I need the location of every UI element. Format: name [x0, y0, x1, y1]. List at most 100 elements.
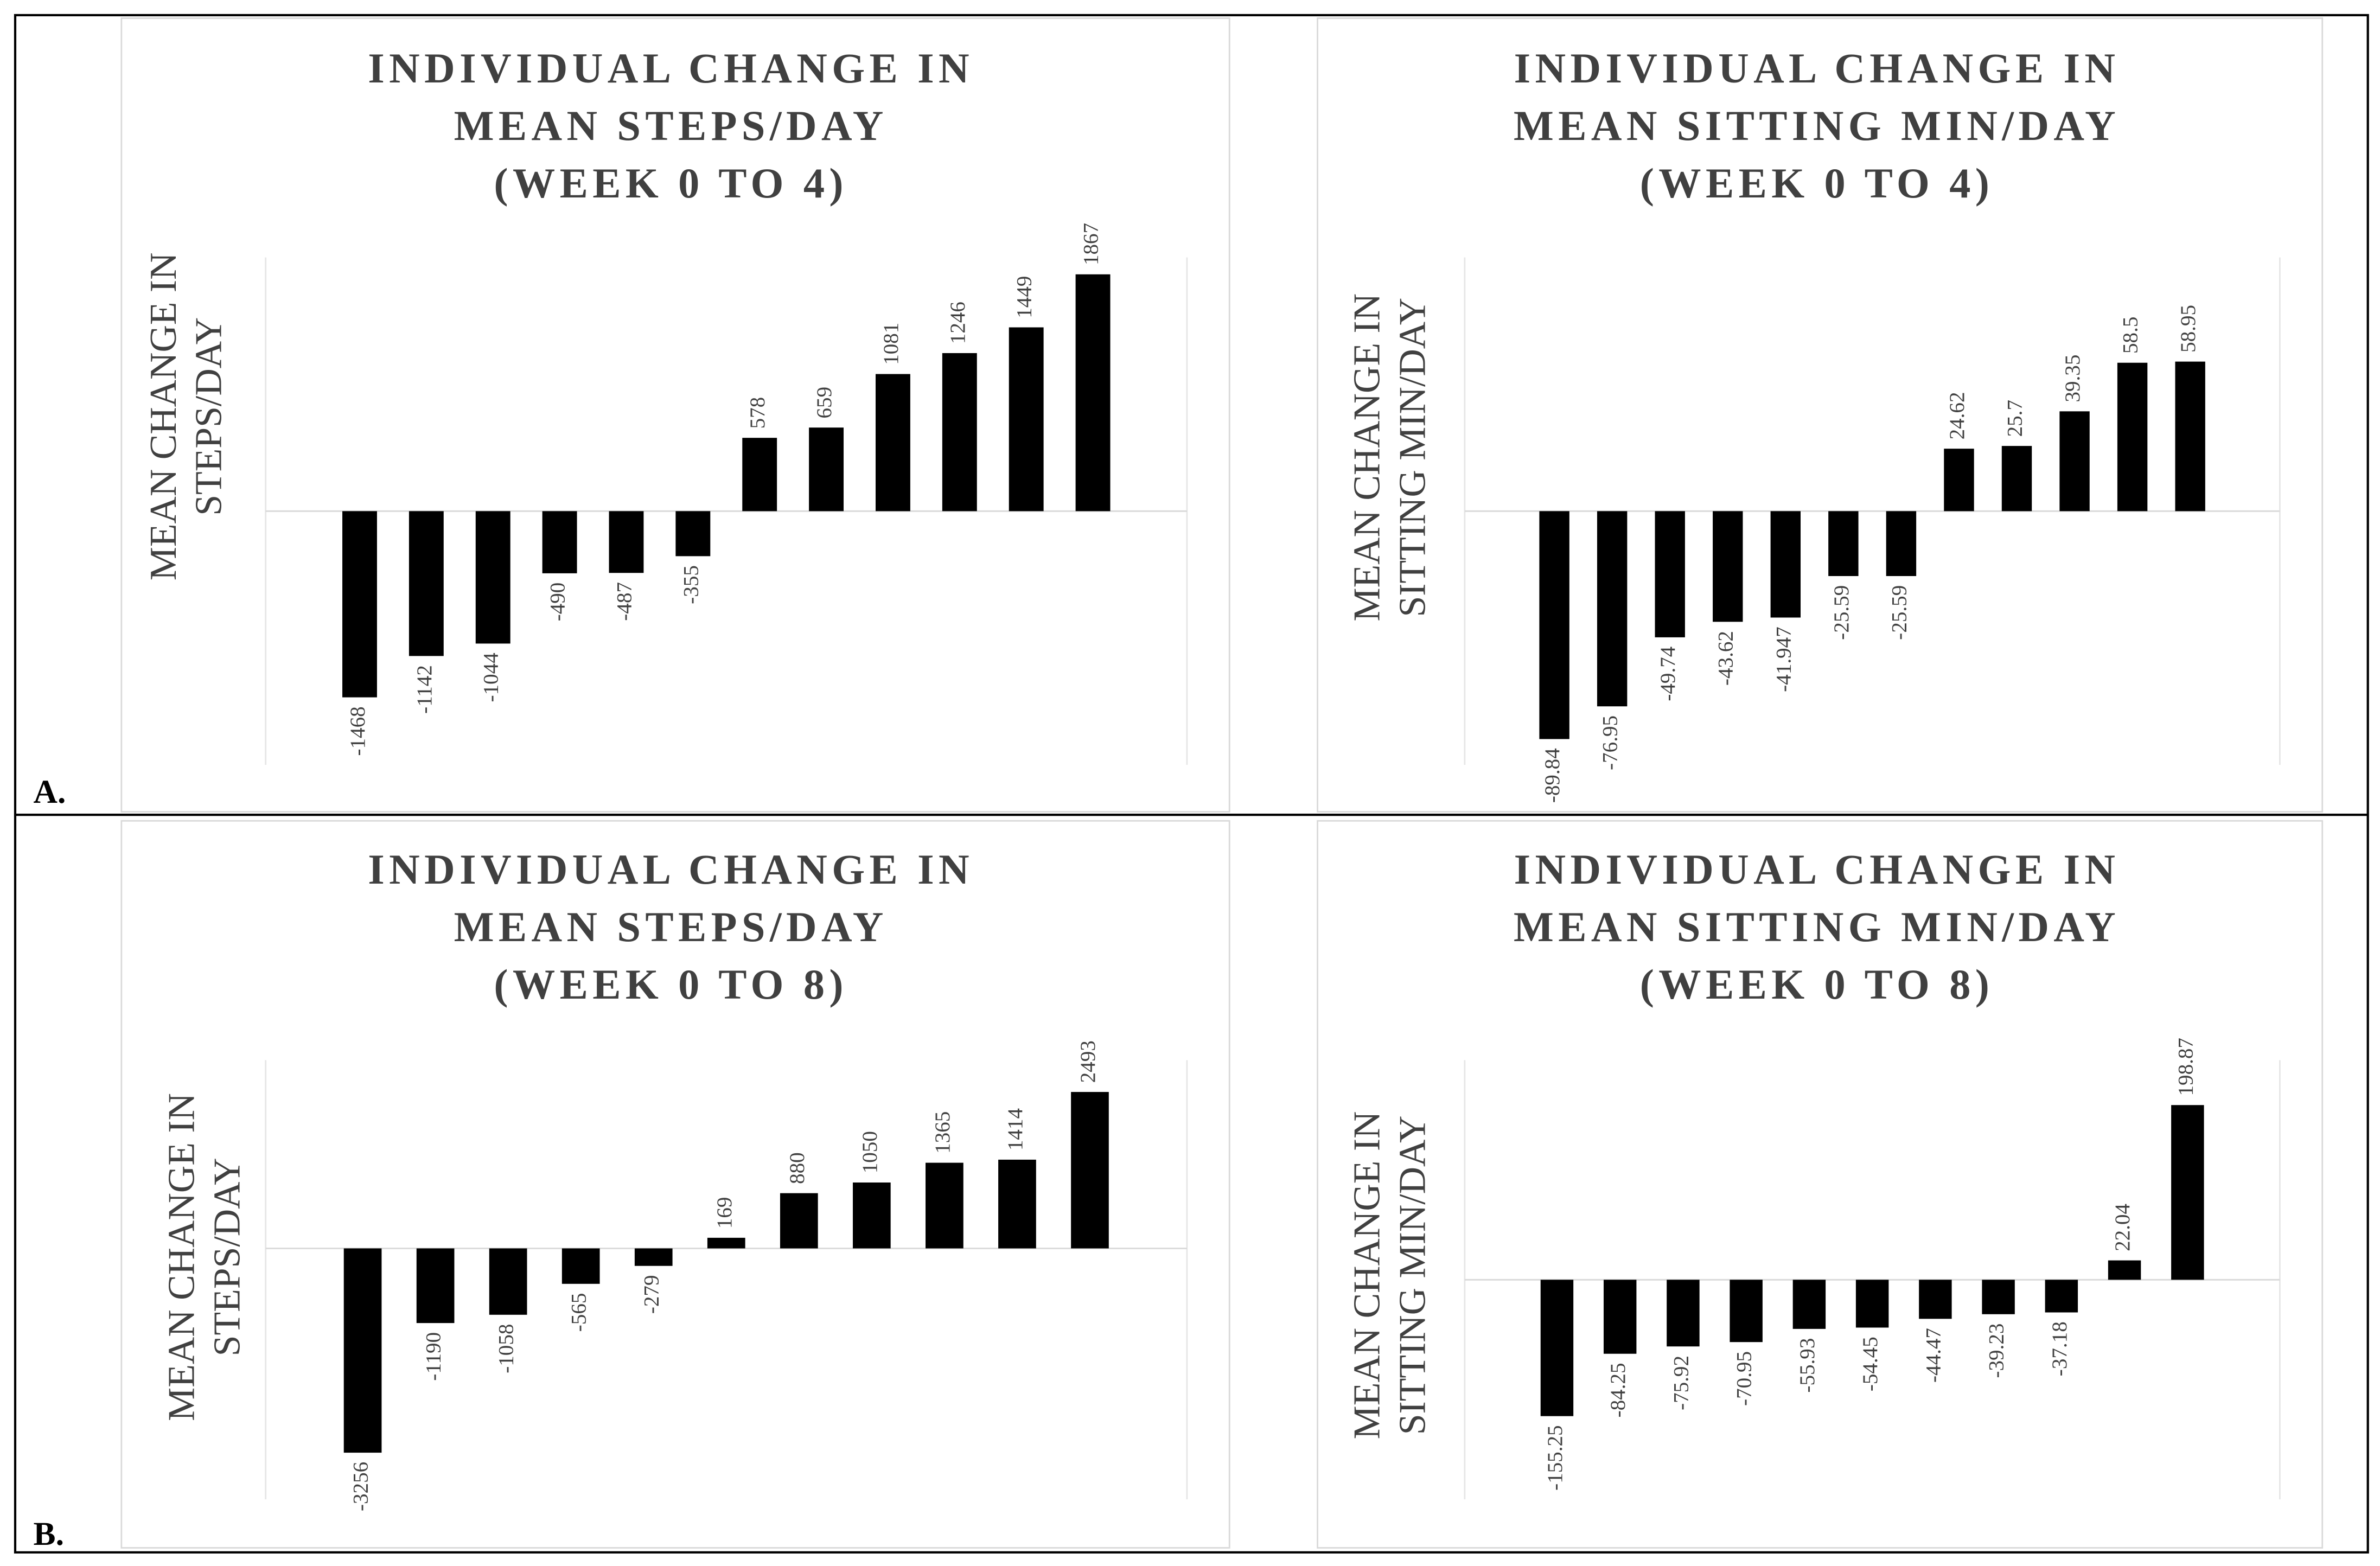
- value-label: -1190: [422, 1332, 445, 1381]
- chart-title: MEAN STEPS/DAY: [454, 903, 888, 950]
- bar: [416, 1248, 455, 1324]
- bar: [1009, 327, 1044, 512]
- chart-title: INDIVIDUAL CHANGE IN: [1514, 846, 2120, 893]
- y-axis-label: SITTING MIN/DAY: [1392, 298, 1433, 617]
- value-label: -1044: [480, 653, 503, 702]
- value-label: -54.45: [1859, 1337, 1882, 1391]
- bar: [1655, 511, 1685, 637]
- value-label: 2493: [1076, 1040, 1100, 1083]
- value-label: 578: [746, 397, 769, 429]
- bar: [998, 1159, 1036, 1249]
- bar: [343, 1248, 382, 1453]
- y-axis-label: MEAN CHANGE IN: [161, 1093, 202, 1421]
- bar: [2117, 362, 2148, 512]
- chart-title: MEAN SITTING MIN/DAY: [1514, 903, 2120, 950]
- panel-label: B.: [34, 1516, 64, 1552]
- value-label: 1365: [931, 1111, 954, 1154]
- bar: [1944, 449, 1974, 512]
- value-label: 58.95: [2177, 305, 2200, 353]
- bar: [2045, 1280, 2078, 1313]
- chart-title: INDIVIDUAL CHANGE IN: [368, 44, 974, 92]
- bar: [609, 511, 644, 573]
- bar: [1730, 1280, 1763, 1343]
- value-label: -1058: [495, 1324, 518, 1373]
- bar: [342, 511, 377, 698]
- bar: [1713, 511, 1743, 622]
- chart-title: MEAN STEPS/DAY: [454, 102, 888, 149]
- bar: [1855, 1280, 1889, 1328]
- y-axis-label: MEAN CHANGE IN: [1346, 1111, 1388, 1440]
- value-label: -487: [612, 582, 636, 621]
- value-label: -84.25: [1606, 1363, 1630, 1417]
- bar: [1792, 1280, 1826, 1329]
- chart-frame: [1317, 17, 2324, 813]
- bar: [2175, 361, 2205, 512]
- value-label: -25.59: [1887, 585, 1911, 640]
- bar: [780, 1193, 818, 1249]
- value-label: 880: [786, 1152, 809, 1184]
- value-label: -355: [679, 565, 703, 604]
- value-label: -55.93: [1796, 1338, 1819, 1393]
- chart-title: INDIVIDUAL CHANGE IN: [368, 846, 974, 893]
- y-axis-label: STEPS/DAY: [206, 1158, 248, 1356]
- bar: [852, 1183, 891, 1249]
- value-label: 198.87: [2174, 1038, 2197, 1096]
- value-label: -279: [640, 1275, 663, 1314]
- value-label: -49.74: [1656, 647, 1680, 701]
- y-axis-label: MEAN CHANGE IN: [1346, 293, 1388, 622]
- chart-title: (WEEK 0 TO 8): [494, 961, 847, 1008]
- y-axis-label: STEPS/DAY: [188, 317, 230, 516]
- value-label: 1246: [946, 302, 969, 344]
- bar: [2171, 1105, 2204, 1280]
- value-label: 1449: [1013, 276, 1036, 318]
- value-label: -490: [546, 583, 570, 622]
- bar: [1982, 1280, 2015, 1314]
- bar: [1071, 1092, 1109, 1249]
- bar: [634, 1248, 673, 1266]
- y-axis-label: SITTING MIN/DAY: [1392, 1116, 1433, 1435]
- chart-title: (WEEK 0 TO 4): [494, 159, 847, 207]
- chart-frame: [120, 17, 1230, 813]
- bar: [542, 511, 577, 573]
- value-label: -44.47: [1922, 1328, 1945, 1383]
- value-label: 58.5: [2119, 317, 2142, 354]
- bar: [742, 438, 777, 512]
- outer-frame: [14, 14, 2369, 1554]
- bar: [809, 427, 844, 512]
- value-label: -76.95: [1599, 715, 1622, 770]
- value-label: -41.947: [1772, 627, 1795, 692]
- bar: [1597, 511, 1628, 707]
- bar: [561, 1248, 600, 1284]
- bar: [1603, 1280, 1637, 1354]
- value-label: -3256: [349, 1462, 373, 1511]
- bar: [1886, 511, 1917, 577]
- value-label: -1142: [413, 665, 436, 714]
- chart-frame: [120, 820, 1230, 1549]
- panel-label: A.: [34, 774, 66, 810]
- value-label: 1050: [858, 1131, 882, 1173]
- bar: [1828, 511, 1859, 577]
- chart-title: MEAN SITTING MIN/DAY: [1514, 102, 2120, 149]
- bar: [1075, 274, 1111, 512]
- bar: [2108, 1260, 2141, 1280]
- bar: [475, 511, 511, 644]
- value-label: -89.84: [1541, 748, 1564, 803]
- value-label: -75.92: [1669, 1356, 1693, 1410]
- bar: [707, 1237, 745, 1249]
- bar: [1667, 1280, 1700, 1347]
- bar: [926, 1162, 964, 1249]
- chart-title: (WEEK 0 TO 4): [1640, 159, 1994, 207]
- value-label: -70.95: [1733, 1351, 1756, 1406]
- value-label: -25.59: [1830, 585, 1853, 640]
- bar: [2001, 446, 2032, 512]
- bar: [1919, 1280, 1952, 1319]
- bar: [1540, 1280, 1574, 1416]
- value-label: 24.62: [1945, 392, 1969, 440]
- value-label: 1867: [1080, 223, 1103, 265]
- value-label: 1081: [879, 323, 903, 365]
- y-axis-label: MEAN CHANGE IN: [143, 252, 184, 580]
- value-label: -155.25: [1543, 1425, 1567, 1490]
- value-label: 169: [713, 1197, 736, 1229]
- bar: [1539, 511, 1569, 739]
